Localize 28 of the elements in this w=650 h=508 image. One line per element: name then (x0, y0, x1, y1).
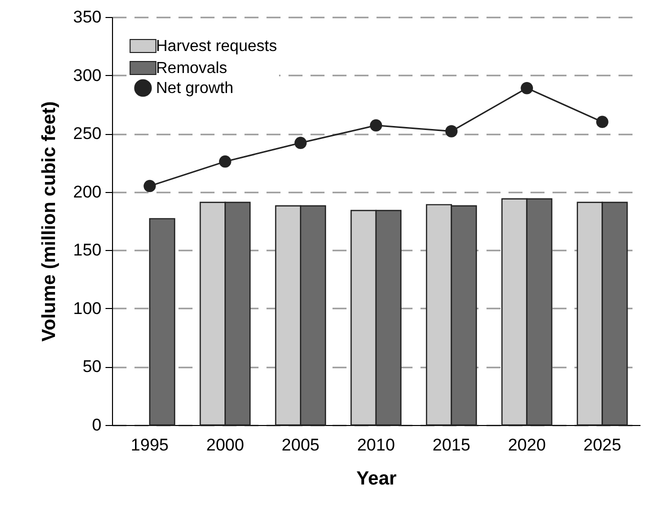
x-tick-label: 2015 (432, 436, 470, 454)
point (445, 125, 458, 138)
x-tick-label: 2010 (357, 436, 395, 454)
x-tick-label: 2025 (583, 436, 622, 454)
point (596, 116, 608, 128)
y-tick-label: 300 (73, 66, 102, 85)
y-tick-label: 100 (73, 298, 102, 318)
point (294, 136, 307, 150)
x-tick-label: 2005 (282, 436, 320, 454)
y-tick-label: 50 (82, 357, 102, 376)
x-tick-label: 1995 (130, 436, 169, 454)
x-tick-label: 2000 (206, 436, 244, 454)
y-tick-label: 200 (73, 182, 102, 202)
y-axis-title: Volume (million cubic feet) (39, 101, 60, 342)
y-tick-label: 250 (73, 124, 102, 144)
bar (149, 218, 176, 426)
legend-label: Harvest requests (156, 38, 277, 55)
x-axis-title: Year (356, 468, 398, 490)
point (370, 119, 382, 132)
point (219, 155, 232, 168)
legend-label: Removals (156, 60, 228, 77)
y-tick-label: 350 (73, 8, 102, 26)
y-tick-label: 150 (73, 240, 102, 260)
y-tick-label: 0 (92, 416, 102, 434)
x-tick-label: 2020 (508, 436, 546, 454)
point (520, 82, 533, 94)
legend-label: Net growth (156, 80, 234, 97)
point (144, 180, 156, 192)
